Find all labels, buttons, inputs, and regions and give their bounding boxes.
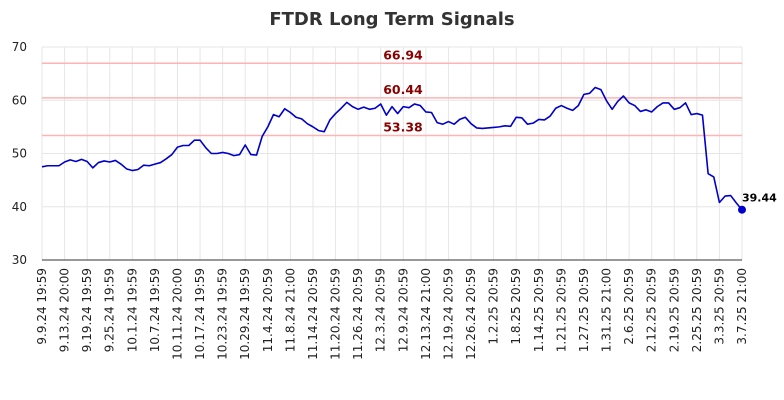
x-tick-label: 11.26.24 20:59 [351,268,365,360]
x-tick-label: 1.27.25 20:59 [577,268,591,352]
x-tick-label: 10.23.24 19:59 [216,268,230,360]
x-tick-label: 12.13.24 21:00 [419,268,433,360]
last-value-point [738,205,746,214]
x-tick-label: 2.19.25 20:59 [667,268,681,352]
x-tick-label: 12.3.24 20:59 [374,268,388,352]
x-tick-label: 11.8.24 21:00 [283,268,297,352]
x-axis-ticks: 9.9.24 19:59 9.13.24 20:00 9.19.24 19:59 9.… [35,268,749,360]
x-tick-label: 1.21.25 20:59 [554,268,568,352]
last-value-label: 39.44 [742,192,777,205]
x-tick-label: 2.6.25 20:59 [622,268,636,345]
x-tick-label: 12.19.24 20:59 [441,268,455,360]
x-tick-label: 11.20.24 20:59 [329,268,343,360]
x-tick-label: 1.8.25 20:59 [509,268,523,345]
x-tick-label: 1.31.25 21:00 [600,268,614,352]
x-tick-label: 10.11.24 20:00 [170,268,184,360]
x-tick-label: 2.25.25 20:59 [690,268,704,352]
x-tick-label: 12.26.24 20:59 [464,268,478,360]
reference-line-label: 60.44 [383,82,423,97]
x-tick-label: 10.17.24 19:59 [193,268,207,360]
y-axis-ticks: 30 40 50 60 70 [12,40,27,267]
x-tick-label: 10.1.24 19:59 [125,268,139,352]
y-tick-label: 30 [12,253,27,267]
reference-line-label: 66.94 [383,47,423,62]
reference-lines: 66.94 60.44 53.38 [42,47,742,137]
x-tick-label: 10.29.24 19:59 [238,268,252,360]
x-tick-label: 10.7.24 19:59 [148,268,162,352]
x-tick-label: 3.3.25 20:59 [712,268,726,345]
x-tick-label: 2.12.25 20:59 [645,268,659,352]
x-tick-label: 9.13.24 20:00 [58,268,72,352]
series-line [41,86,743,211]
y-tick-label: 70 [12,40,27,54]
x-tick-label: 9.19.24 19:59 [80,268,94,352]
x-tick-label: 11.4.24 20:59 [261,268,275,352]
x-tick-label: 1.2.25 20:59 [487,268,501,345]
x-tick-label: 9.9.24 19:59 [35,268,49,345]
y-tick-label: 50 [12,147,27,161]
reference-line-label: 53.38 [383,120,423,135]
x-tick-label: 1.14.25 20:59 [532,268,546,352]
x-tick-label: 11.14.24 20:59 [306,268,320,360]
x-tick-label: 9.25.24 19:59 [103,268,117,352]
chart-title: FTDR Long Term Signals [269,9,514,30]
series: 39.44 [41,86,777,214]
y-tick-label: 60 [12,93,27,107]
grid [41,46,743,261]
x-tick-label: 3.7.25 21:00 [735,268,749,345]
x-tick-label: 12.9.24 20:59 [396,268,410,352]
y-tick-label: 40 [12,200,27,214]
